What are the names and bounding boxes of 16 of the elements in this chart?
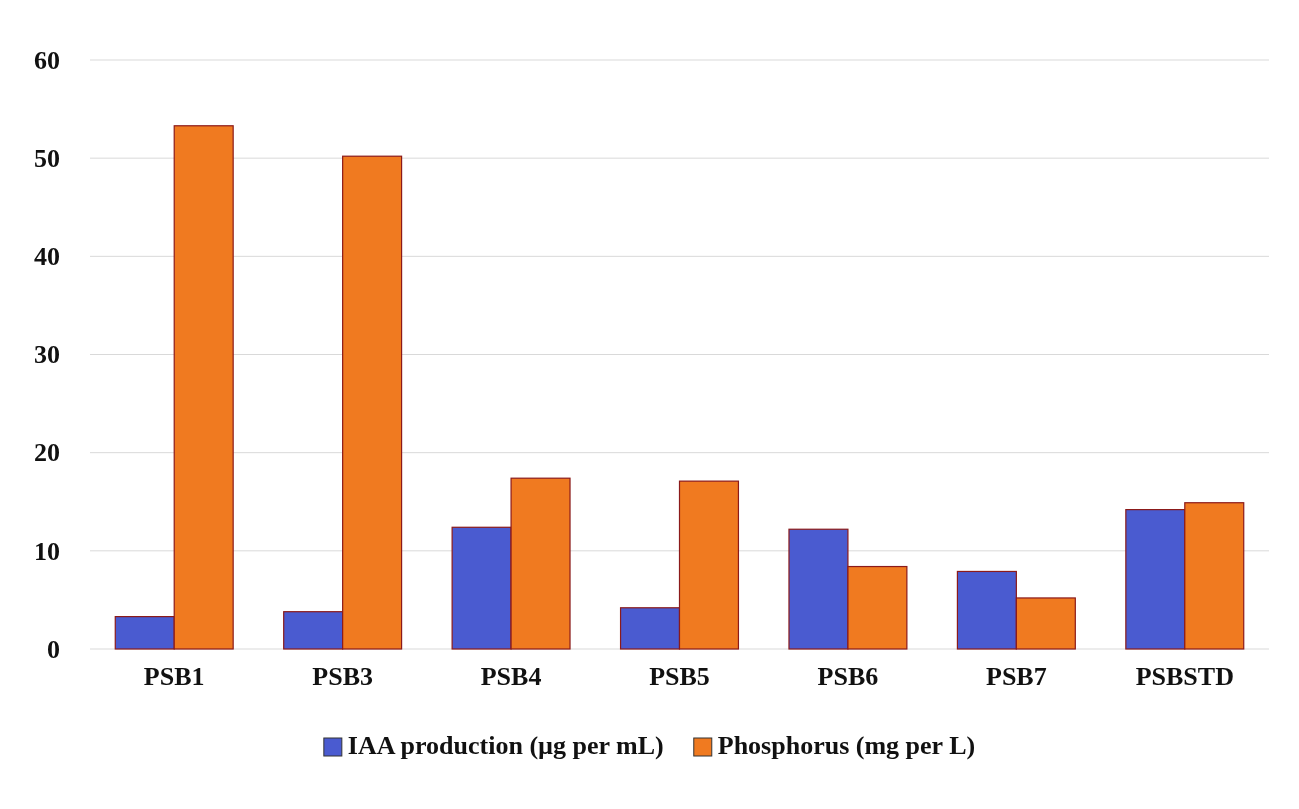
x-tick-label: PSBSTD [1135,662,1234,692]
y-tick-label: 30 [34,340,60,370]
legend-label: Phosphorus (mg per L) [717,731,976,760]
y-tick-label: 10 [34,536,60,566]
x-tick-label: PSB7 [986,662,1047,692]
y-tick-label: 40 [34,242,60,272]
y-tick-label: 20 [34,438,60,468]
x-tick-label: PSB3 [312,662,373,692]
x-tick-label: PSB4 [480,662,542,692]
y-tick-label: 60 [34,45,60,75]
legend-label: IAA production (µg per mL) [347,731,664,760]
x-tick-label: PSB6 [817,662,879,692]
x-tick-label: PSB5 [649,662,710,692]
y-tick-label: 50 [34,143,60,173]
x-tick-label: PSB1 [143,662,205,692]
y-tick-label: 0 [47,634,60,664]
